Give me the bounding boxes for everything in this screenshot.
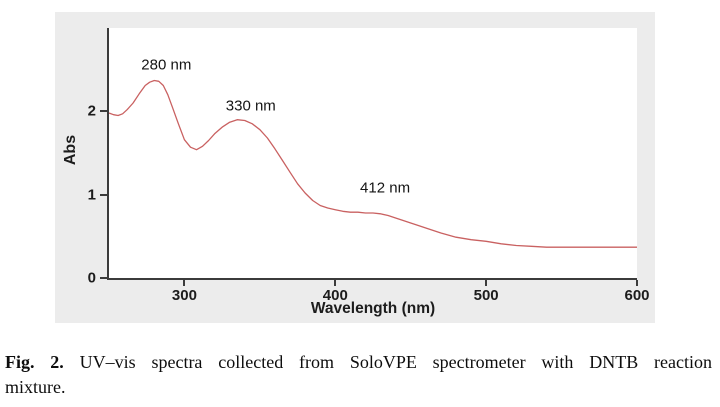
- caption-label: Fig. 2.: [5, 352, 64, 372]
- peak-annotation: 330 nm: [225, 97, 276, 115]
- peak-annotation: 280 nm: [141, 56, 192, 74]
- plot-area: Wavelength (nm) 300 400 500 600 0 1 2 280 nm 330…: [88, 28, 650, 317]
- x-axis-label: Wavelength (nm): [310, 300, 436, 317]
- x-tick-mark: [334, 280, 337, 286]
- spectrum-svg: [109, 79, 637, 248]
- y-tick-label: 2: [87, 102, 96, 120]
- y-axis-label: Abs: [62, 134, 79, 166]
- x-tick-mark: [183, 280, 186, 286]
- spectrum-curve: [109, 79, 637, 248]
- y-tick-mark: [100, 193, 107, 196]
- caption-text: UV–vis spectra collected from SoloVPE sp…: [79, 352, 713, 372]
- figure-panel: Abs Wavelength (nm) 300 400 500 600 0 1 2 280 n…: [55, 12, 655, 323]
- y-tick-mark: [100, 110, 107, 113]
- y-tick-label: 0: [87, 269, 96, 287]
- x-tick-mark: [485, 280, 488, 286]
- peak-annotation: 412 nm: [360, 179, 411, 197]
- x-tick-mark: [636, 280, 638, 286]
- x-tick-label: 400: [322, 287, 348, 304]
- x-tick-label: 600: [624, 287, 650, 304]
- x-tick-label: 500: [473, 287, 499, 304]
- y-tick-label: 1: [87, 186, 96, 204]
- y-tick-mark: [100, 277, 107, 279]
- figure-caption: Fig. 2. UV–vis spectra collected from So…: [5, 350, 712, 400]
- caption-line2: mixture.: [5, 377, 66, 397]
- caption-line1: Fig. 2. UV–vis spectra collected from So…: [5, 350, 712, 375]
- x-tick-label: 300: [171, 287, 197, 304]
